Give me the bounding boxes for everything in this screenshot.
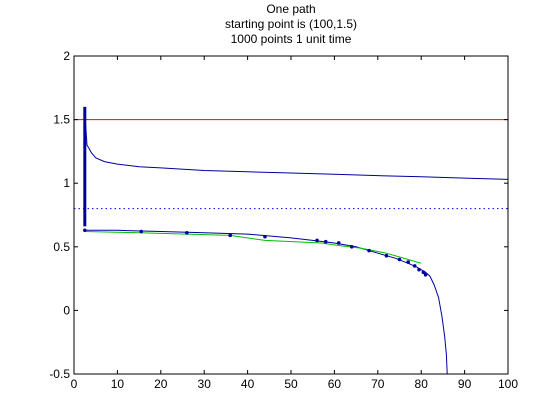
data-point [423, 272, 428, 277]
sample-point-markers [83, 228, 428, 277]
y-tick-label: 0 [63, 303, 70, 317]
x-tick-label: 60 [328, 377, 342, 391]
data-point [83, 228, 87, 233]
data-point [421, 270, 426, 275]
data-point [323, 239, 328, 244]
data-point [397, 257, 402, 262]
x-tick-label: 10 [111, 377, 125, 391]
x-tick-label: 0 [71, 377, 78, 391]
data-point [406, 260, 410, 264]
x-tick-label: 20 [154, 377, 168, 391]
data-point [263, 234, 267, 239]
ticks-layer: 0 10 20 30 40 50 60 70 80 90 100-0.500.511.52 [49, 49, 518, 391]
y-tick-label: 1 [63, 176, 70, 190]
data-point [412, 264, 417, 268]
y-tick-label: 1.5 [53, 113, 70, 127]
y-tick-label: 0.5 [53, 240, 70, 254]
data-point [228, 233, 233, 238]
y-tick-label: -0.5 [49, 367, 70, 381]
x-tick-label: 100 [498, 377, 518, 391]
data-point [349, 245, 354, 249]
x-tick-label: 80 [415, 377, 429, 391]
x-tick-label: 40 [241, 377, 255, 391]
data-point [315, 238, 319, 243]
x-tick-label: 30 [198, 377, 212, 391]
x-tick-label: 70 [371, 377, 385, 391]
x-tick-label: 50 [284, 377, 298, 391]
lower-path-approximation-line [84, 231, 422, 264]
upper-path-line [84, 119, 509, 180]
data-point [185, 231, 189, 235]
chart-title-line-2: starting point is (100,1.5) [224, 17, 358, 31]
chart-title-line-3: 1000 points 1 unit time [230, 32, 352, 46]
data-point [417, 267, 421, 272]
lower-path-line [84, 229, 448, 375]
chart-title-line-1: One path [266, 2, 316, 16]
data-point [367, 248, 371, 253]
data-point [336, 241, 341, 245]
series-layer [74, 106, 509, 375]
data-point [139, 229, 144, 234]
y-tick-label: 2 [63, 49, 70, 63]
x-tick-label: 90 [458, 377, 472, 391]
data-point [384, 253, 389, 258]
